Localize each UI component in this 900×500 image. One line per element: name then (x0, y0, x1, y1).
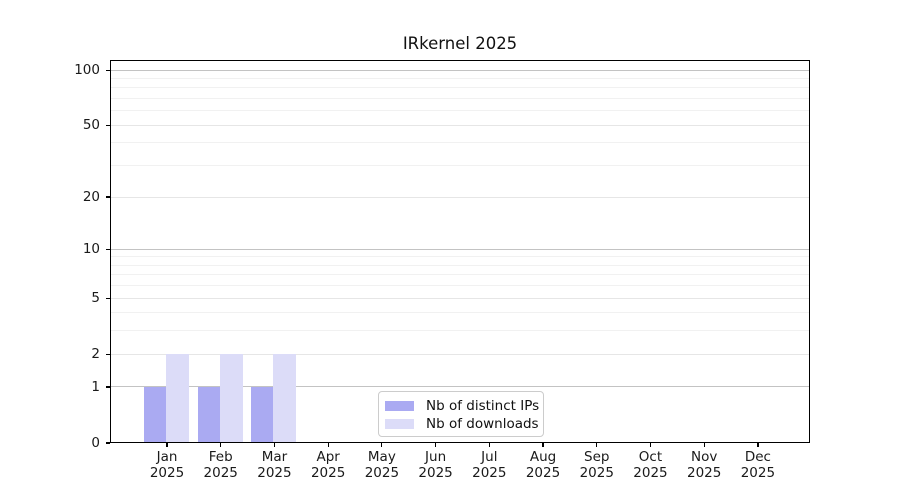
x-tick-mark (488, 443, 490, 447)
x-tick-mark (220, 443, 222, 447)
y-tick-label: 1 (91, 378, 100, 395)
x-tick-label-line: Apr (316, 449, 340, 465)
y-tick-label: 0 (91, 435, 100, 451)
x-tick-label-line: 2025 (149, 465, 185, 481)
y-tick-mark (106, 442, 110, 444)
y-tick-mark (106, 248, 110, 250)
x-tick-label: May 2025 (351, 449, 413, 481)
bar-distinct-ips (144, 386, 166, 442)
gridline-minor (111, 264, 809, 266)
x-tick-label: Feb 2025 (190, 449, 252, 481)
x-tick-label: Dec 2025 (727, 449, 789, 481)
gridline (111, 196, 809, 198)
x-tick-label-line: 2025 (310, 465, 346, 481)
bar-distinct-ips (251, 386, 274, 442)
x-tick-mark (703, 443, 705, 447)
x-tick-mark (166, 443, 168, 447)
x-tick-label: Jun 2025 (405, 449, 467, 481)
x-tick-label: Sep 2025 (566, 449, 628, 481)
y-tick-label: 5 (91, 290, 100, 307)
x-tick-mark (649, 443, 652, 447)
x-tick-label-line: 2025 (687, 465, 722, 481)
x-tick-mark (435, 443, 437, 447)
x-tick-mark (542, 443, 544, 447)
y-tick-mark (106, 297, 110, 299)
x-tick-label-line: Nov (691, 449, 718, 465)
x-tick-label: Jan 2025 (136, 449, 198, 481)
gridline-minor (111, 78, 809, 80)
gridline-major (111, 69, 809, 71)
gridline (111, 124, 809, 126)
x-tick-mark (596, 443, 598, 447)
x-tick-label-line: 2025 (472, 465, 507, 481)
x-tick-label-line: Sep (584, 449, 610, 465)
x-tick-label-line: 2025 (364, 465, 400, 481)
gridline (111, 353, 809, 355)
y-tick-mark (106, 353, 110, 355)
bar-downloads (166, 354, 189, 442)
x-tick-label-line: Aug (529, 449, 557, 465)
y-tick-mark (106, 69, 110, 71)
gridline-minor (111, 142, 809, 144)
x-tick-label-line: 2025 (740, 465, 776, 481)
gridline-minor (111, 274, 809, 276)
y-tick-label: 50 (82, 117, 100, 134)
x-tick-label: Mar 2025 (243, 449, 305, 481)
y-tick-mark (106, 196, 110, 198)
legend: Nb of distinct IPs Nb of downloads (378, 391, 544, 437)
x-tick-label-line: Dec (744, 449, 771, 465)
x-tick-label-line: 2025 (203, 465, 238, 481)
x-tick-label-line: Jun (425, 449, 447, 465)
x-tick-mark (757, 443, 759, 447)
legend-swatch-distinct-ips (385, 401, 414, 411)
x-tick-label-line: Feb (208, 449, 233, 465)
x-tick-label-line: 2025 (257, 465, 292, 481)
x-tick-label: Apr 2025 (297, 449, 359, 481)
gridline-minor (111, 98, 809, 100)
x-tick-mark (327, 443, 329, 447)
legend-swatch-downloads (385, 419, 414, 429)
x-tick-mark (273, 443, 276, 447)
x-tick-label: Aug 2025 (512, 449, 574, 481)
gridline-minor (111, 285, 809, 287)
gridline-major (111, 248, 809, 250)
x-tick-label-line: 2025 (418, 465, 453, 481)
x-tick-label-line: Jul (481, 449, 498, 465)
gridline-minor (111, 87, 809, 89)
y-tick-label: 20 (82, 189, 100, 206)
gridline-minor (111, 165, 809, 167)
gridline-major (111, 386, 809, 388)
x-tick-label: Oct 2025 (619, 449, 681, 481)
legend-item-downloads: Nb of downloads (385, 415, 539, 433)
x-tick-label-line: Oct (638, 449, 663, 465)
x-tick-label: Nov 2025 (673, 449, 735, 481)
x-tick-label: Jul 2025 (458, 449, 520, 481)
bar-downloads (219, 354, 243, 442)
x-tick-label-line: 2025 (633, 465, 668, 481)
gridline-minor (111, 312, 809, 314)
chart-title: IRkernel 2025 (402, 34, 518, 53)
legend-label-distinct-ips: Nb of distinct IPs (426, 398, 540, 414)
x-tick-label-line: Jan (156, 449, 178, 465)
legend-item-distinct-ips: Nb of distinct IPs (385, 397, 540, 415)
bar-distinct-ips (197, 386, 220, 442)
y-tick-mark (106, 124, 110, 126)
legend-label-downloads: Nb of downloads (426, 416, 539, 432)
y-tick-label: 100 (74, 62, 100, 79)
x-tick-label-line: Mar (261, 449, 288, 465)
gridline-minor (111, 330, 809, 332)
x-tick-label-line: 2025 (525, 465, 561, 481)
x-tick-label-line: 2025 (579, 465, 614, 481)
gridline (111, 297, 809, 299)
y-tick-label: 10 (82, 241, 100, 258)
bar-downloads (273, 354, 297, 442)
gridline-minor (111, 256, 809, 258)
y-tick-mark (106, 386, 110, 388)
x-tick-mark (381, 443, 383, 447)
x-tick-label-line: May (367, 449, 396, 465)
y-tick-label: 2 (91, 346, 100, 363)
gridline-minor (111, 110, 809, 112)
